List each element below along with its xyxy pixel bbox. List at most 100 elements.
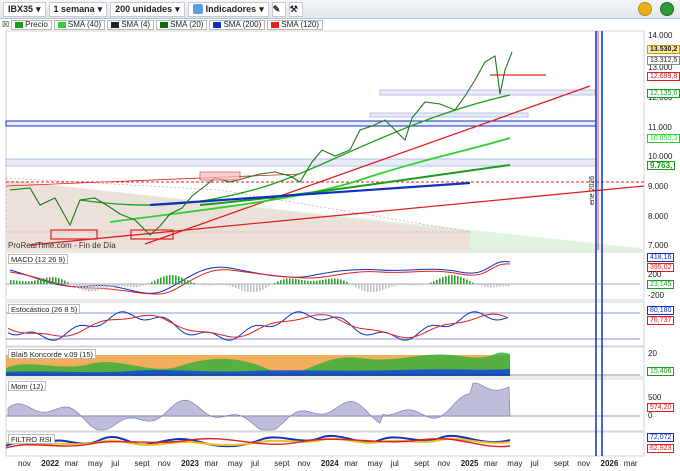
pencil-icon: ✎	[272, 3, 281, 14]
chevron-down-icon: ▾	[259, 3, 264, 14]
macd-histogram-bar	[253, 284, 255, 293]
refresh-icon[interactable]	[660, 2, 674, 16]
macd-histogram-bar	[160, 277, 162, 284]
macd-signal-value: 395,02	[647, 263, 675, 272]
macd-histogram-bar	[157, 278, 159, 284]
macd-histogram-bar	[307, 280, 309, 284]
macd-histogram-bar	[478, 284, 480, 286]
macd-histogram-bar	[313, 280, 315, 284]
macd-histogram-bar	[82, 284, 84, 291]
macd-histogram-bar	[193, 282, 195, 284]
macd-histogram-bar	[433, 281, 435, 284]
price-tag-sma4: 13.312,5	[647, 56, 680, 65]
watermark: ProRealTime.com - Fin de Día	[8, 241, 116, 250]
units-selector[interactable]: 200 unidades ▾	[110, 1, 185, 17]
stochastic-label[interactable]: Estocástico (26 8 5)	[8, 304, 81, 314]
macd-histogram-bar	[280, 280, 282, 284]
sma20-swatch	[160, 21, 169, 28]
period-label: 1 semana	[53, 4, 95, 14]
x-tick: 2024	[320, 459, 339, 468]
rsi-filter-label[interactable]: FILTRO RSI	[8, 434, 55, 444]
macd-histogram-bar	[241, 284, 243, 291]
macd-tick: 200	[648, 270, 662, 279]
macd-histogram-bar	[274, 282, 276, 284]
y-tick: 11.000	[648, 123, 672, 132]
price-tag-last: 13.530,2	[647, 45, 680, 54]
macd-histogram-bar	[487, 284, 489, 288]
macd-histogram-bar	[109, 284, 111, 288]
x-tick: 2023	[181, 459, 199, 468]
macd-histogram-bar	[103, 284, 105, 289]
macd-label[interactable]: MACD (12 26 9)	[8, 254, 69, 264]
macd-histogram-bar	[136, 284, 138, 288]
period-selector[interactable]: 1 semana ▾	[48, 1, 108, 17]
momentum-label[interactable]: Mom (12)	[8, 381, 47, 391]
macd-histogram-bar	[304, 280, 306, 284]
macd-histogram-bar	[364, 284, 366, 292]
macd-histogram-bar	[220, 284, 222, 285]
macd-histogram-bar	[343, 280, 345, 284]
chevron-down-icon: ▾	[97, 3, 103, 14]
macd-histogram-bar	[154, 280, 156, 284]
macd-histogram-bar	[202, 284, 204, 286]
macd-histogram-bar	[325, 279, 327, 284]
macd-histogram-bar	[139, 284, 141, 287]
legend-sma20[interactable]: SMA (20)	[156, 19, 208, 30]
macd-histogram-bar	[292, 278, 294, 284]
macd-histogram-bar	[451, 275, 453, 284]
macd-histogram-bar	[286, 278, 288, 284]
macd-histogram-bar	[337, 278, 339, 284]
legend-sma40[interactable]: SMA (40)	[53, 19, 106, 30]
macd-histogram-bar	[430, 282, 432, 284]
macd-histogram-bar	[178, 276, 180, 284]
y-tick: 10.000	[648, 152, 673, 161]
macd-histogram-bar	[403, 284, 405, 285]
x-tick: jul	[530, 459, 539, 468]
macd-histogram-bar	[301, 279, 303, 284]
macd-histogram-bar	[424, 284, 426, 285]
x-tick: may	[507, 459, 523, 468]
legend-price[interactable]: Precio	[11, 19, 52, 30]
x-tick: may	[87, 459, 104, 468]
macd-histogram-bar	[385, 284, 387, 289]
macd-histogram-bar	[169, 275, 171, 284]
vertical-marker-label: ene 2026	[589, 175, 596, 205]
macd-histogram-bar	[151, 282, 153, 284]
macd-histogram-bar	[436, 279, 438, 284]
macd-histogram-bar	[34, 280, 36, 284]
macd-histogram-bar	[289, 278, 291, 284]
macd-histogram-bar	[115, 284, 117, 287]
macd-histogram-bar	[124, 284, 126, 287]
legend-sma120[interactable]: SMA (120)	[267, 19, 324, 30]
macd-histogram-bar	[238, 284, 240, 290]
macd-histogram-bar	[382, 284, 384, 290]
koncorde-tick: 20	[648, 349, 657, 358]
macd-histogram-bar	[295, 278, 297, 284]
macd-histogram-bar	[370, 284, 372, 293]
x-tick: sept	[274, 459, 290, 468]
legend-sma4[interactable]: SMA (4)	[107, 19, 155, 30]
macd-histogram-bar	[331, 278, 333, 284]
macd-histogram-bar	[211, 284, 213, 286]
macd-histogram-bar	[121, 284, 123, 287]
macd-histogram-bar	[277, 281, 279, 284]
drawing-tools-button[interactable]: ✎	[271, 1, 286, 17]
indicators-button[interactable]: Indicadores ▾	[187, 1, 269, 17]
macd-histogram-bar	[16, 280, 18, 284]
close-icon[interactable]: ☒	[2, 20, 10, 29]
macd-histogram-bar	[505, 284, 507, 287]
legend-sma200[interactable]: SMA (200)	[209, 19, 266, 30]
macd-histogram-bar	[28, 281, 30, 284]
koncorde-label[interactable]: Blai5 Koncorde v.09 (15)	[8, 349, 96, 359]
units-label: 200 unidades	[115, 4, 173, 14]
settings-button[interactable]: ⚒	[288, 1, 303, 17]
symbol-selector[interactable]: IBX35 ▾	[3, 1, 46, 17]
macd-histogram-bar	[10, 280, 12, 284]
sma120-swatch	[271, 21, 280, 28]
alert-icon[interactable]	[638, 2, 652, 16]
macd-histogram-bar	[493, 284, 495, 288]
macd-histogram-bar	[247, 284, 249, 292]
macd-histogram-bar	[268, 284, 270, 287]
macd-histogram-bar	[457, 275, 459, 284]
